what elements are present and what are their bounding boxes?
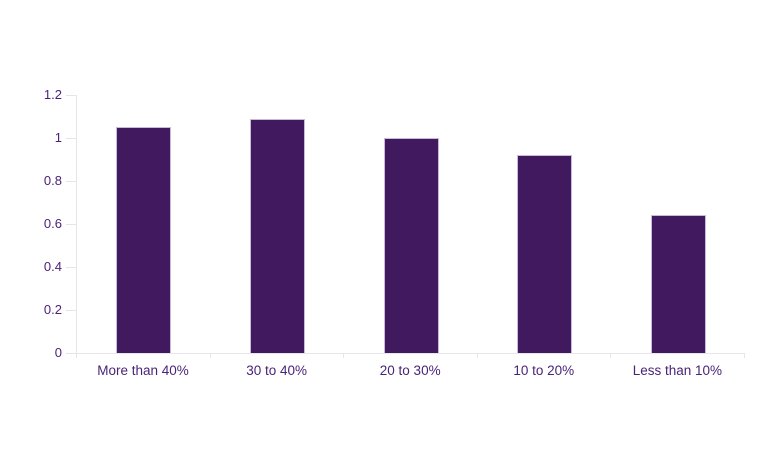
y-axis-tick [66,353,76,354]
x-axis-tick [76,354,77,358]
bar[interactable] [517,155,573,353]
x-axis-category-label: 30 to 40% [246,363,307,378]
y-axis-tick [66,310,76,311]
y-axis-tick [66,267,76,268]
y-axis-tick-label: 1 [54,130,62,145]
x-axis-category-label: 20 to 30% [379,363,441,378]
x-axis-tick [610,354,612,358]
x-axis-category-label: 10 to 20% [513,363,575,378]
x-axis-category-label: More than 40% [97,363,189,378]
y-axis-tick-label: 0.4 [43,259,62,274]
bar[interactable] [116,127,172,353]
bar[interactable] [650,215,706,353]
y-axis-tick-label: 0.6 [43,216,62,231]
y-axis-tick-label: 0 [54,345,62,360]
x-axis-tick [343,354,345,358]
plot-area [76,95,745,354]
y-axis-tick [66,181,76,182]
y-axis-tick-label: 0.2 [43,302,62,317]
y-axis-tick [66,138,76,139]
x-axis-tick [744,354,745,358]
bar[interactable] [383,138,439,353]
x-axis-tick [209,354,211,358]
x-axis-tick [476,354,478,358]
x-axis-category-label: Less than 10% [632,363,723,378]
y-axis-tick [66,95,76,96]
y-axis-tick [66,224,76,225]
bar[interactable] [249,118,305,353]
y-axis-tick-label: 1.2 [43,87,62,102]
y-axis-tick-label: 0.8 [43,173,62,188]
